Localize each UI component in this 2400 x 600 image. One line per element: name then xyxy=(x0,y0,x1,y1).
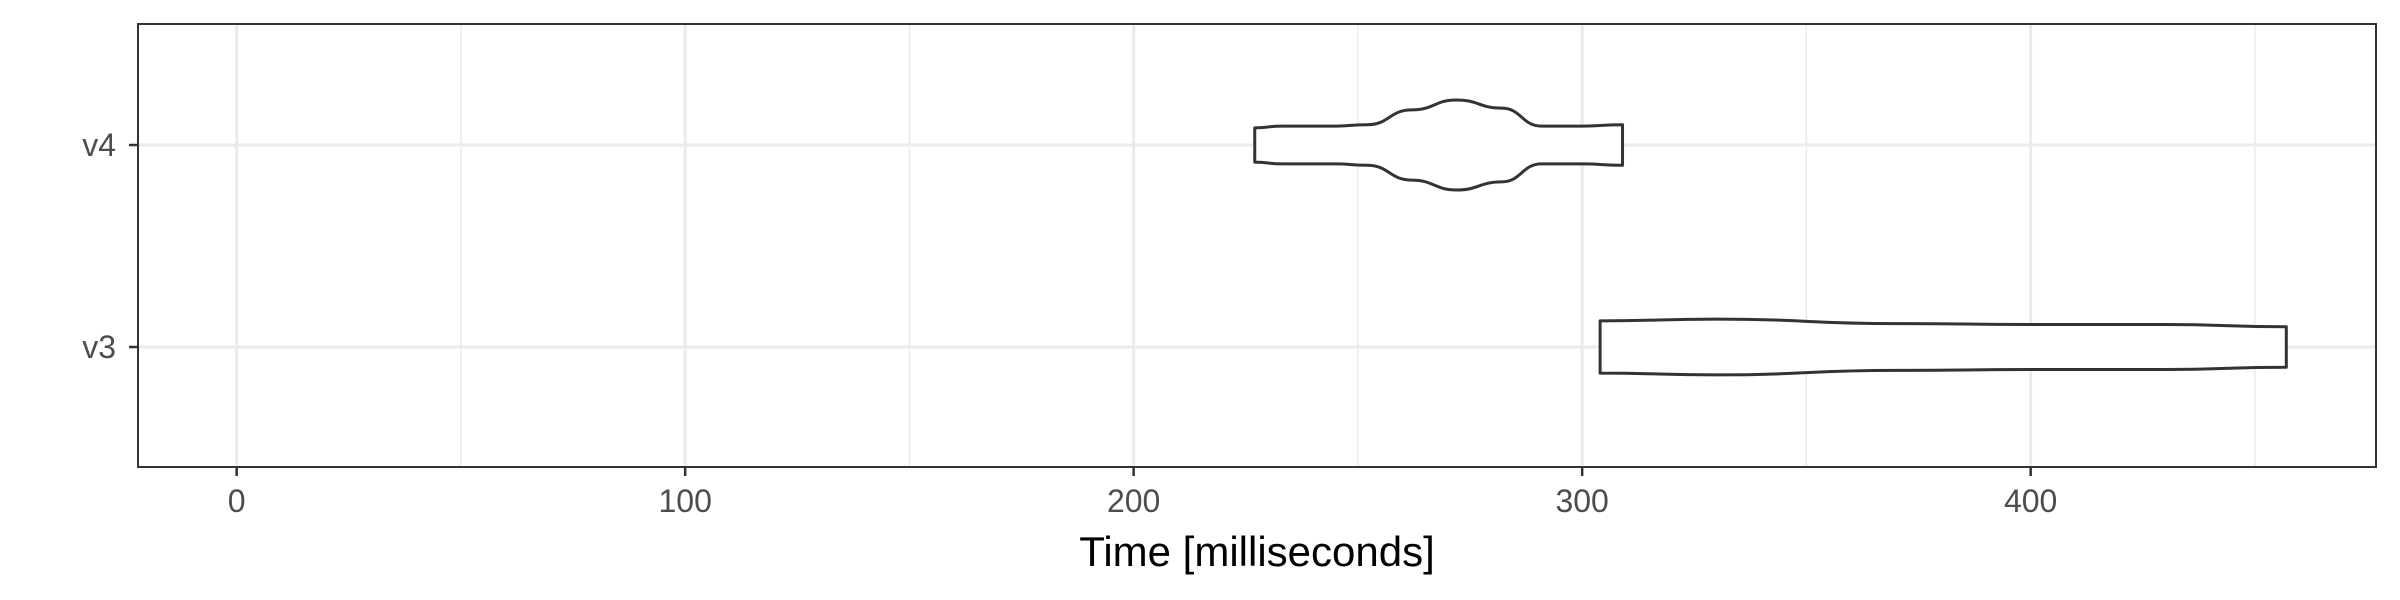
violin-v3 xyxy=(1598,317,2288,377)
x-tick-label: 300 xyxy=(1555,483,1608,519)
axis-layer: 0 100 200 300 400 v3 v4 xyxy=(82,127,2057,519)
y-tick-label: v4 xyxy=(82,127,116,163)
panel-border xyxy=(137,23,2377,468)
x-tick-label: 400 xyxy=(2004,483,2057,519)
grid-layer xyxy=(138,24,2376,467)
x-tick-label: 100 xyxy=(658,483,711,519)
violin-layer xyxy=(1253,98,2288,377)
x-tick-label: 0 xyxy=(228,483,246,519)
x-tick-label: 200 xyxy=(1107,483,1160,519)
violin-v4 xyxy=(1253,98,1625,192)
x-axis-title: Time [milliseconds] xyxy=(1079,528,1435,575)
y-tick-label: v3 xyxy=(82,329,116,365)
